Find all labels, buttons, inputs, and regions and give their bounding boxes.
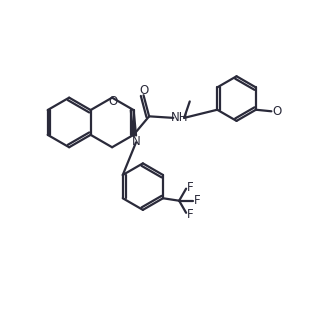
Text: O: O [139,84,148,97]
Text: F: F [194,194,200,207]
Text: F: F [187,208,193,220]
Text: O: O [108,95,117,108]
Text: O: O [272,105,282,118]
Text: F: F [187,181,193,194]
Text: NH: NH [171,111,189,124]
Text: N: N [132,135,140,148]
